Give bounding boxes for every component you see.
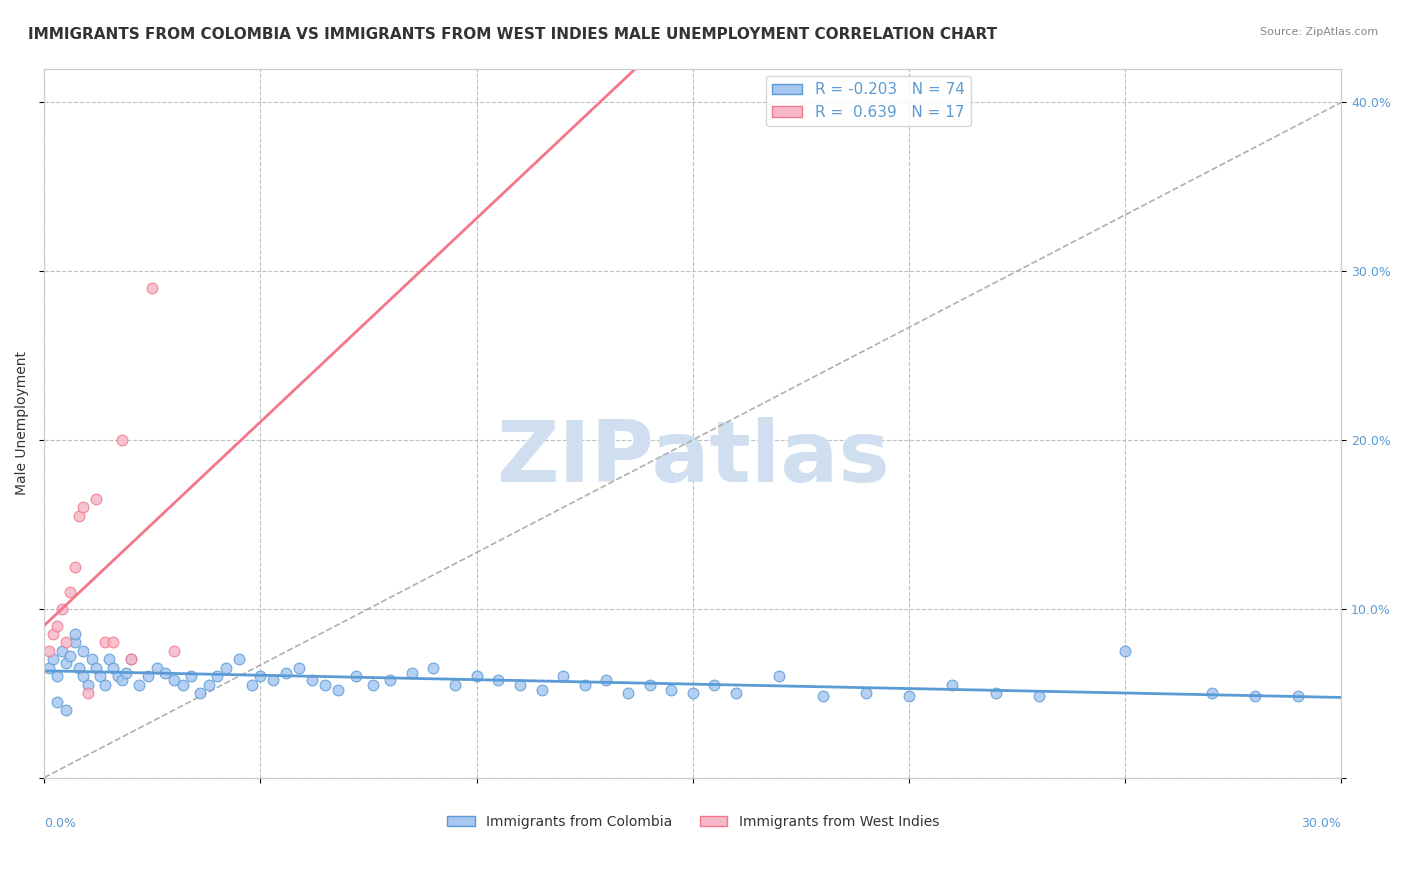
- Point: [1201, 686, 1223, 700]
- Point: [344, 669, 367, 683]
- Point: [984, 686, 1007, 700]
- Point: [94, 635, 117, 649]
- Point: [42, 652, 65, 666]
- Point: [197, 678, 219, 692]
- Point: [55, 635, 77, 649]
- Point: [46, 669, 69, 683]
- Point: [703, 678, 725, 692]
- Point: [76, 686, 98, 700]
- Point: [811, 690, 834, 704]
- Point: [530, 682, 553, 697]
- Point: [725, 686, 748, 700]
- Point: [240, 678, 263, 692]
- Point: [80, 652, 103, 666]
- Point: [55, 703, 77, 717]
- Point: [63, 559, 86, 574]
- Point: [617, 686, 640, 700]
- Point: [128, 678, 150, 692]
- Point: [155, 665, 177, 680]
- Point: [107, 669, 129, 683]
- Point: [574, 678, 596, 692]
- Point: [1286, 690, 1309, 704]
- Point: [145, 661, 167, 675]
- Point: [659, 682, 682, 697]
- Point: [67, 508, 90, 523]
- Point: [98, 652, 121, 666]
- Point: [111, 433, 134, 447]
- Point: [76, 678, 98, 692]
- Point: [361, 678, 384, 692]
- Point: [1028, 690, 1050, 704]
- Point: [46, 695, 69, 709]
- Point: [59, 584, 82, 599]
- Point: [188, 686, 211, 700]
- Point: [51, 601, 73, 615]
- Point: [72, 500, 94, 515]
- Point: [84, 491, 107, 506]
- Point: [288, 661, 311, 675]
- Point: [67, 661, 90, 675]
- Text: ZIPatlas: ZIPatlas: [496, 417, 890, 500]
- Point: [553, 669, 575, 683]
- Y-axis label: Male Unemployment: Male Unemployment: [15, 351, 30, 495]
- Point: [1244, 690, 1267, 704]
- Point: [103, 635, 125, 649]
- Point: [141, 281, 163, 295]
- Point: [63, 627, 86, 641]
- Point: [59, 648, 82, 663]
- Point: [163, 673, 186, 687]
- Text: 0.0%: 0.0%: [44, 817, 76, 830]
- Point: [768, 669, 790, 683]
- Point: [94, 678, 117, 692]
- Point: [72, 669, 94, 683]
- Point: [465, 669, 488, 683]
- Point: [380, 673, 402, 687]
- Point: [314, 678, 336, 692]
- Point: [855, 686, 877, 700]
- Point: [215, 661, 238, 675]
- Text: IMMIGRANTS FROM COLOMBIA VS IMMIGRANTS FROM WEST INDIES MALE UNEMPLOYMENT CORREL: IMMIGRANTS FROM COLOMBIA VS IMMIGRANTS F…: [28, 27, 997, 42]
- Point: [180, 669, 202, 683]
- Point: [486, 673, 509, 687]
- Point: [120, 652, 142, 666]
- Point: [228, 652, 250, 666]
- Point: [51, 644, 73, 658]
- Point: [38, 644, 60, 658]
- Point: [63, 635, 86, 649]
- Point: [941, 678, 963, 692]
- Point: [422, 661, 444, 675]
- Point: [207, 669, 229, 683]
- Point: [46, 618, 69, 632]
- Text: Source: ZipAtlas.com: Source: ZipAtlas.com: [1260, 27, 1378, 37]
- Text: 30.0%: 30.0%: [1302, 817, 1341, 830]
- Point: [401, 665, 423, 680]
- Point: [172, 678, 194, 692]
- Point: [120, 652, 142, 666]
- Point: [42, 627, 65, 641]
- Point: [38, 661, 60, 675]
- Point: [89, 669, 111, 683]
- Point: [249, 669, 271, 683]
- Point: [84, 661, 107, 675]
- Point: [276, 665, 298, 680]
- Point: [163, 644, 186, 658]
- Legend: Immigrants from Colombia, Immigrants from West Indies: Immigrants from Colombia, Immigrants fro…: [441, 809, 945, 834]
- Point: [55, 656, 77, 670]
- Point: [115, 665, 138, 680]
- Point: [682, 686, 704, 700]
- Point: [111, 673, 134, 687]
- Point: [638, 678, 661, 692]
- Point: [136, 669, 159, 683]
- Point: [72, 644, 94, 658]
- Point: [103, 661, 125, 675]
- Point: [509, 678, 531, 692]
- Point: [898, 690, 921, 704]
- Point: [444, 678, 467, 692]
- Point: [262, 673, 284, 687]
- Point: [328, 682, 350, 697]
- Point: [1114, 644, 1136, 658]
- Point: [301, 673, 323, 687]
- Point: [595, 673, 617, 687]
